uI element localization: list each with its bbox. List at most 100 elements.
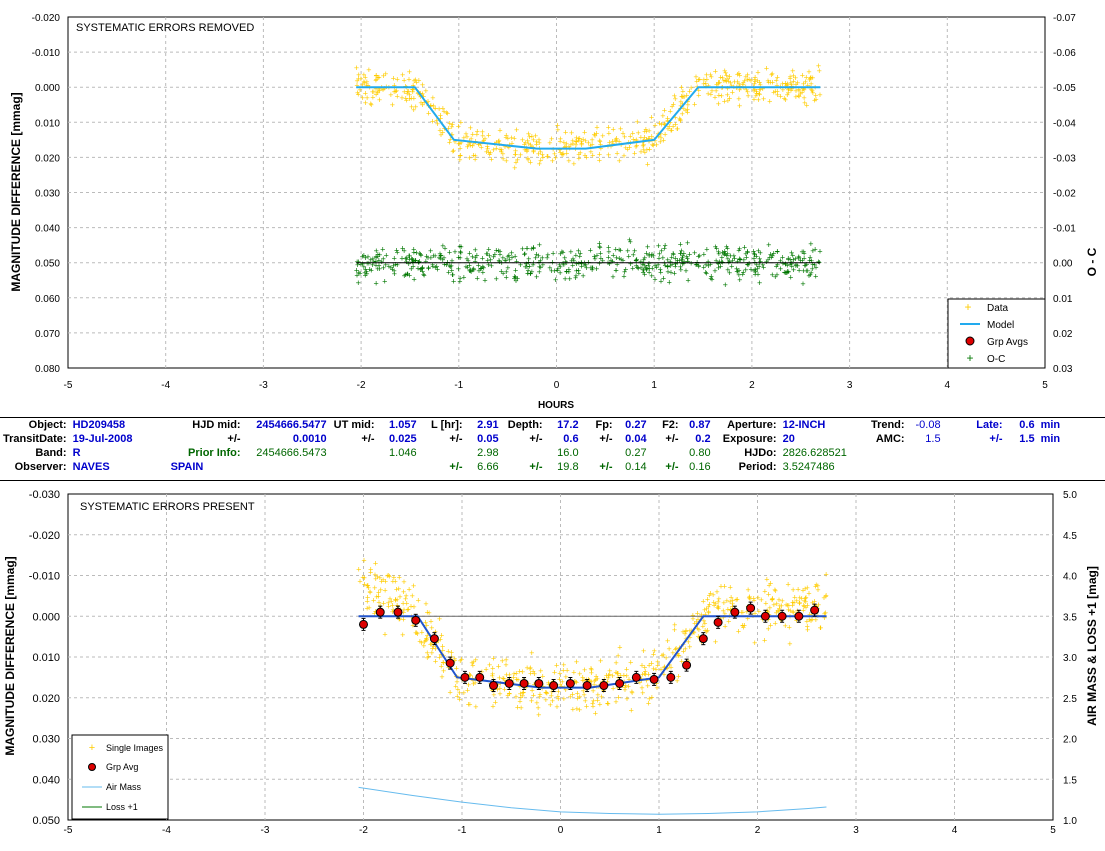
- top-oc-point: +: [752, 250, 757, 260]
- top-oc-point: +: [419, 264, 424, 274]
- top-oc-point: +: [484, 249, 489, 259]
- bottom-data-point: +: [416, 596, 421, 606]
- top-oc-point: +: [394, 246, 399, 256]
- top-data-point: +: [559, 150, 564, 160]
- bottom-data-point: +: [401, 577, 406, 587]
- bottom-data-point: +: [705, 595, 710, 605]
- top-oc-point: +: [613, 265, 618, 275]
- bottom-data-point: +: [441, 666, 446, 676]
- top-data-point: +: [688, 83, 693, 93]
- top-oc-point: +: [775, 247, 780, 257]
- bottom-data-point: +: [457, 694, 462, 704]
- top-oc-point: +: [471, 265, 476, 275]
- top-data-point: +: [756, 89, 761, 99]
- top-data-point: +: [413, 102, 418, 112]
- bottom-data-point: +: [606, 670, 611, 680]
- hjd-mid-err-label: +/-: [227, 433, 241, 445]
- bottom-data-point: +: [555, 691, 560, 701]
- top-data-point: +: [671, 100, 676, 110]
- bottom-data-point: +: [791, 585, 796, 595]
- trend-value: -0.08: [915, 419, 941, 431]
- top-data-point: +: [758, 80, 763, 90]
- top-data-point: +: [804, 73, 809, 83]
- top-oc-point: +: [748, 265, 753, 275]
- bottom-data-point: +: [393, 576, 398, 586]
- bottom-data-point: +: [580, 672, 585, 682]
- bottom-data-point: +: [799, 594, 804, 604]
- top-data-point: +: [755, 76, 760, 86]
- bottom-data-point: +: [423, 599, 428, 609]
- top-oc-point: +: [361, 250, 366, 260]
- top-oc-point: +: [801, 253, 806, 263]
- top-oc-point: +: [400, 243, 405, 253]
- bottom-data-point: +: [453, 682, 458, 692]
- bottom-data-point: +: [783, 621, 788, 631]
- top-data-point: +: [597, 149, 602, 159]
- top-oc-point: +: [497, 250, 502, 260]
- bottom-data-point: +: [467, 669, 472, 679]
- bottom-data-point: +: [433, 627, 438, 637]
- bottom-data-point: +: [606, 699, 611, 709]
- top-data-point: +: [570, 136, 575, 146]
- top-oc-point: +: [735, 266, 740, 276]
- top-oc-point: +: [716, 259, 721, 269]
- top-oc-point: +: [474, 250, 479, 260]
- top-oc-point: +: [723, 249, 728, 259]
- bottom-data-point: +: [556, 686, 561, 696]
- top-oc-point: +: [680, 253, 685, 263]
- bottom-data-point: +: [797, 598, 802, 608]
- bottom-data-point: +: [790, 597, 795, 607]
- top-data-point: +: [568, 140, 573, 150]
- top-oc-point: +: [383, 260, 388, 270]
- late-value: 0.6: [1019, 419, 1035, 431]
- top-oc-point: +: [617, 254, 622, 264]
- hjd-mid-value: 2454666.5477: [256, 419, 327, 431]
- bottom-data-point: +: [613, 697, 618, 707]
- top-oc-point: +: [524, 259, 529, 269]
- top-oc-point: +: [558, 262, 563, 272]
- top-data-point: +: [364, 81, 369, 91]
- top-oc-point: +: [573, 250, 578, 260]
- depth-label: Depth:: [507, 419, 543, 431]
- bottom-data-point: +: [776, 606, 781, 616]
- top-oc-point: +: [680, 251, 685, 261]
- f2-err-value: 0.2: [695, 433, 711, 445]
- bottom-grp-avg-point: [375, 607, 385, 617]
- top-oc-point: +: [552, 266, 557, 276]
- bottom-y2-tick-label: 4.5: [1063, 531, 1077, 542]
- top-oc-point: +: [470, 252, 475, 262]
- bottom-data-point: +: [813, 615, 818, 625]
- top-oc-point: +: [640, 265, 645, 275]
- bottom-data-point: +: [773, 586, 778, 596]
- bottom-data-point: +: [493, 698, 498, 708]
- top-data-point: +: [538, 156, 543, 166]
- top-data-point: +: [803, 77, 808, 87]
- top-oc-point: +: [693, 260, 698, 270]
- top-oc-point: +: [783, 259, 788, 269]
- bottom-grp-avg-point: [429, 634, 439, 644]
- top-data-point: +: [376, 84, 381, 94]
- top-oc-point: +: [522, 249, 527, 259]
- top-oc-point: +: [562, 253, 567, 263]
- top-data-point: +: [748, 76, 753, 86]
- top-data-point: +: [540, 152, 545, 162]
- top-oc-point: +: [377, 264, 382, 274]
- legend-grp-label: Grp Avgs: [987, 337, 1028, 348]
- top-oc-point: +: [571, 256, 576, 266]
- bottom-grp-avg-point: [565, 678, 575, 688]
- top-data-point: +: [588, 147, 593, 157]
- bottom-grp-avg-point: [393, 607, 403, 617]
- bottom-y2-tick-label: 3.0: [1063, 653, 1077, 664]
- top-oc-point: +: [755, 264, 760, 274]
- top-data-point: +: [401, 75, 406, 85]
- top-oc-point: +: [588, 246, 593, 256]
- top-oc-point: +: [647, 268, 652, 278]
- top-oc-point: +: [457, 241, 462, 251]
- bottom-data-point: +: [570, 689, 575, 699]
- top-data-point: +: [714, 80, 719, 90]
- top-oc-point: +: [709, 274, 714, 284]
- top-data-point: +: [638, 147, 643, 157]
- top-oc-point: +: [696, 261, 701, 271]
- top-oc-point: +: [764, 257, 769, 267]
- top-data-point: +: [680, 87, 685, 97]
